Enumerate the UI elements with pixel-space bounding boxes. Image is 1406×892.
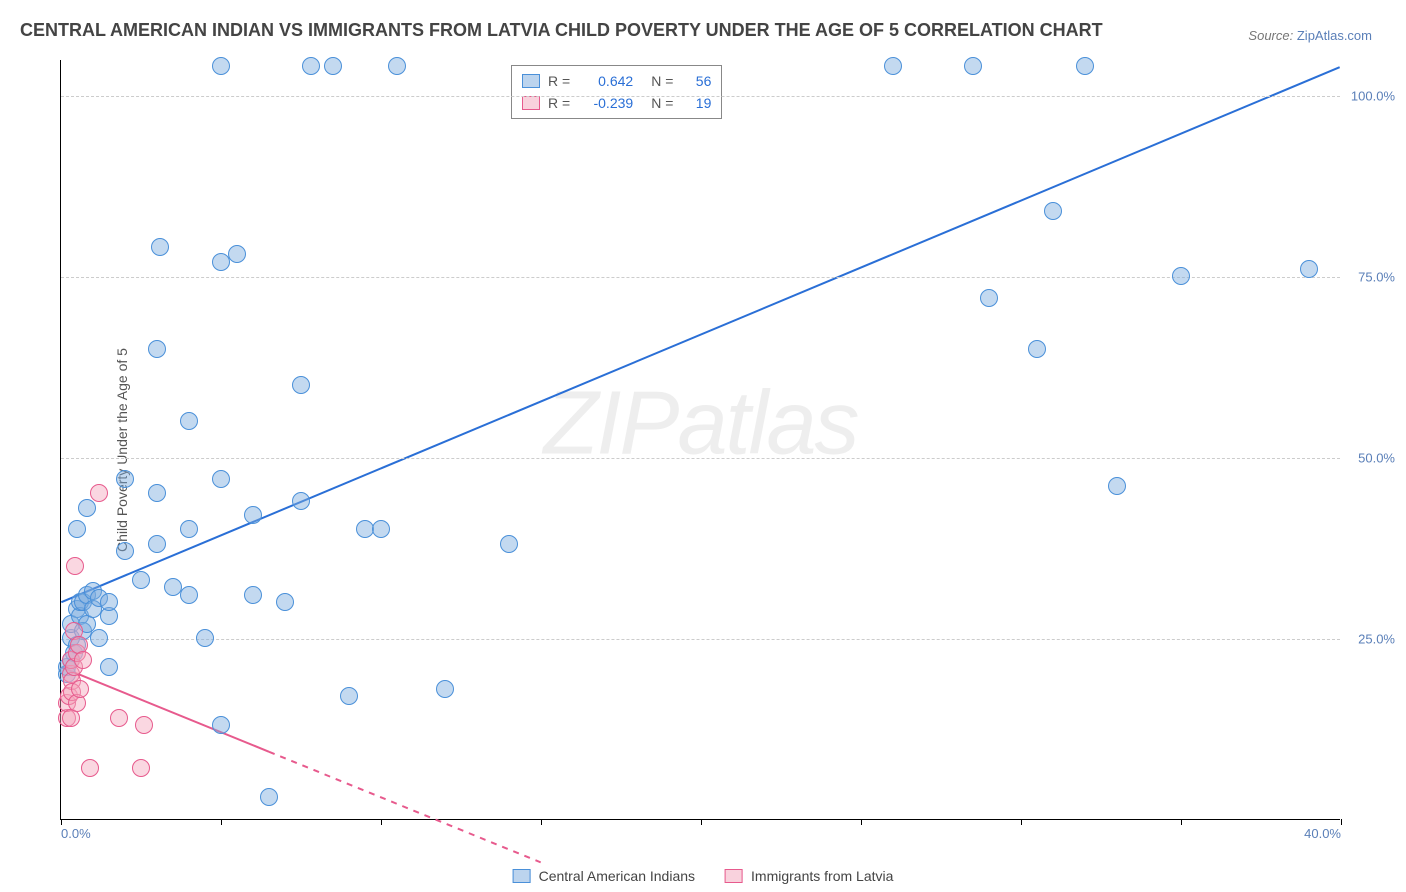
correlation-legend: R =0.642N =56R =-0.239N =19 [511, 65, 722, 119]
legend-label: Central American Indians [539, 868, 695, 884]
gridline-h [61, 96, 1340, 97]
x-tick [861, 819, 862, 825]
data-point-blue [500, 535, 518, 553]
legend-label: Immigrants from Latvia [751, 868, 893, 884]
x-tick [541, 819, 542, 825]
legend-swatch [513, 869, 531, 883]
legend-item: Central American Indians [513, 868, 695, 884]
data-point-blue [1028, 340, 1046, 358]
data-point-pink [66, 557, 84, 575]
source-link[interactable]: ZipAtlas.com [1297, 28, 1372, 43]
data-point-blue [1172, 267, 1190, 285]
chart-area: ZIPatlas R =0.642N =56R =-0.239N =19 25.… [60, 60, 1340, 820]
legend-item: Immigrants from Latvia [725, 868, 893, 884]
data-point-blue [228, 245, 246, 263]
data-point-blue [100, 593, 118, 611]
r-label: R = [548, 70, 570, 92]
data-point-blue [244, 506, 262, 524]
data-point-blue [292, 376, 310, 394]
data-point-blue [388, 57, 406, 75]
y-tick-label: 100.0% [1351, 89, 1395, 104]
x-tick-label: 40.0% [1304, 826, 1341, 841]
data-point-blue [292, 492, 310, 510]
x-tick [381, 819, 382, 825]
data-point-blue [116, 542, 134, 560]
series-legend: Central American Indians Immigrants from … [513, 868, 894, 884]
n-label: N = [651, 70, 673, 92]
y-tick-label: 50.0% [1358, 451, 1395, 466]
data-point-blue [1044, 202, 1062, 220]
data-point-blue [212, 470, 230, 488]
gridline-h [61, 458, 1340, 459]
data-point-blue [148, 535, 166, 553]
data-point-blue [436, 680, 454, 698]
data-point-pink [132, 759, 150, 777]
data-point-blue [212, 57, 230, 75]
data-point-blue [148, 340, 166, 358]
n-value: 56 [681, 70, 711, 92]
data-point-blue [1076, 57, 1094, 75]
data-point-blue [884, 57, 902, 75]
data-point-blue [180, 412, 198, 430]
trend-line [269, 752, 541, 863]
data-point-blue [340, 687, 358, 705]
x-tick-label: 0.0% [61, 826, 91, 841]
data-point-blue [964, 57, 982, 75]
legend-row: R = 0.642 N = 56 [522, 70, 711, 92]
trend-line [61, 667, 269, 752]
data-point-blue [100, 658, 118, 676]
x-tick [61, 819, 62, 825]
data-point-pink [110, 709, 128, 727]
data-point-blue [151, 238, 169, 256]
trend-lines-layer [61, 60, 1340, 819]
data-point-blue [116, 470, 134, 488]
data-point-blue [372, 520, 390, 538]
source-label: Source: [1248, 28, 1293, 43]
data-point-pink [81, 759, 99, 777]
legend-swatch [522, 96, 540, 110]
data-point-blue [132, 571, 150, 589]
data-point-blue [180, 520, 198, 538]
data-point-blue [196, 629, 214, 647]
data-point-blue [90, 629, 108, 647]
data-point-blue [212, 716, 230, 734]
data-point-blue [302, 57, 320, 75]
data-point-blue [244, 586, 262, 604]
r-value: 0.642 [578, 70, 633, 92]
source-credit: Source: ZipAtlas.com [1248, 28, 1372, 43]
data-point-pink [135, 716, 153, 734]
data-point-blue [1300, 260, 1318, 278]
legend-swatch [522, 74, 540, 88]
y-tick-label: 75.0% [1358, 270, 1395, 285]
data-point-blue [276, 593, 294, 611]
x-tick [221, 819, 222, 825]
x-tick [1181, 819, 1182, 825]
x-tick [701, 819, 702, 825]
y-tick-label: 25.0% [1358, 632, 1395, 647]
data-point-pink [90, 484, 108, 502]
gridline-h [61, 639, 1340, 640]
data-point-pink [74, 651, 92, 669]
x-tick [1021, 819, 1022, 825]
data-point-blue [260, 788, 278, 806]
chart-title: CENTRAL AMERICAN INDIAN VS IMMIGRANTS FR… [20, 20, 1103, 41]
data-point-blue [1108, 477, 1126, 495]
legend-swatch [725, 869, 743, 883]
data-point-blue [180, 586, 198, 604]
data-point-blue [980, 289, 998, 307]
data-point-blue [68, 520, 86, 538]
gridline-h [61, 277, 1340, 278]
x-tick [1341, 819, 1342, 825]
data-point-pink [71, 680, 89, 698]
data-point-blue [324, 57, 342, 75]
data-point-blue [148, 484, 166, 502]
data-point-blue [78, 499, 96, 517]
